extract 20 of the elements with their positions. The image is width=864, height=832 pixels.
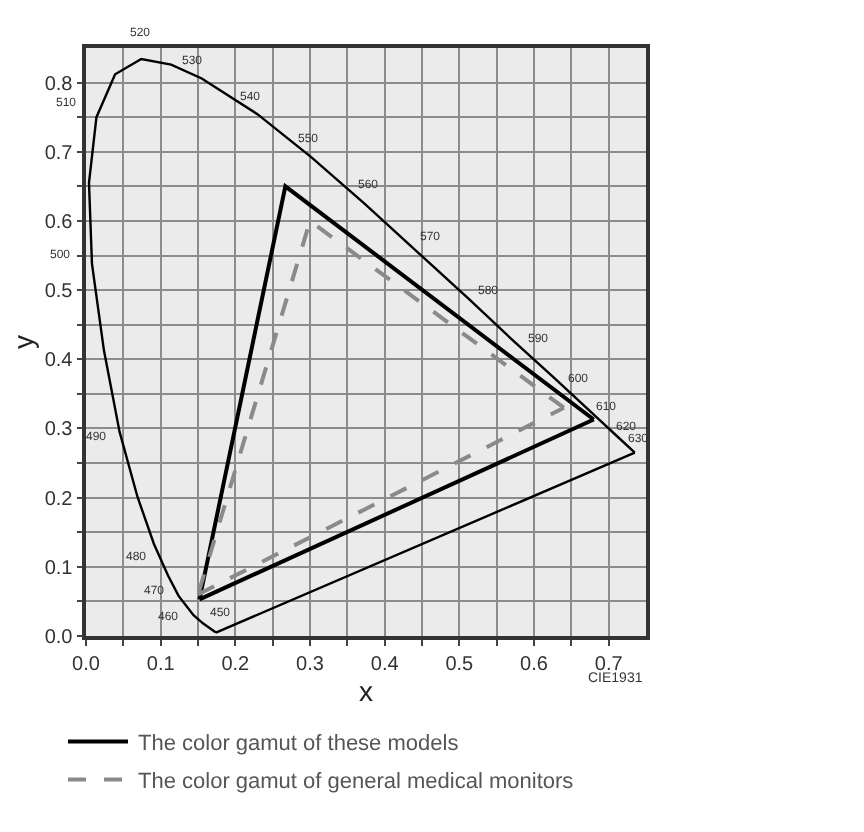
y-axis-title: y [6,335,39,349]
x-axis-title: x [359,675,373,708]
x-tick-label: 0.0 [72,653,101,676]
y-tick-label: 0.6 [44,211,74,234]
y-tick-label: 0.4 [44,350,74,373]
legend-label: The color gamut of these models [138,732,460,757]
x-tick-label: 0.4 [370,653,400,676]
y-tick-label: 0.5 [44,281,74,304]
y-tick-label: 0.2 [44,488,74,511]
y-tick-label: 0.7 [44,142,74,165]
x-tick-label: 0.5 [445,653,475,676]
y-tick-label: 0.3 [44,419,74,442]
x-tick-label: 0.3 [296,653,325,676]
x-tick-label: 0.2 [221,653,251,676]
x-tick-label: 0.6 [520,653,549,676]
y-tick-label: 0.8 [44,73,74,96]
y-tick-label: 0.1 [44,557,74,580]
y-tick-label: 0.0 [44,627,74,649]
x-tick-label: 0.1 [146,653,176,676]
legend-label: The color gamut of general medical monitors [138,770,575,795]
